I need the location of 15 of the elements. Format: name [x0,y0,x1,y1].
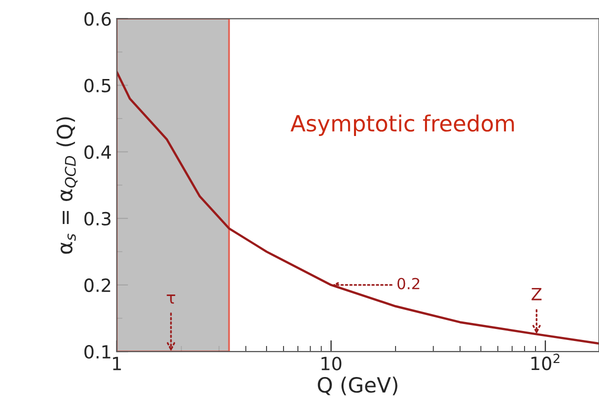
x-tick-label: 1 [113,356,121,370]
annotation: τ [166,294,176,304]
x-axis-title: Q (GeV) [318,376,398,396]
y-tick-label: 0.6 [84,12,111,26]
annotation: 0.2 [397,278,420,290]
x-tick-label: 10 [322,356,342,370]
y-axis-title: α$_{s}$ = α$_{QCD}$ (Q) [56,117,78,254]
y-tick-label: 0.5 [84,78,110,92]
y-tick-label: 0.1 [84,344,110,359]
y-tick-label: 0.4 [84,145,111,159]
y-tick-label: 0.3 [84,212,110,226]
annotation: Z [532,288,542,300]
x-tick-label: 10$^{2}$ [531,354,560,370]
y-tick-label: 0.2 [84,278,110,292]
annotation: Asymptotic freedom [290,114,514,136]
